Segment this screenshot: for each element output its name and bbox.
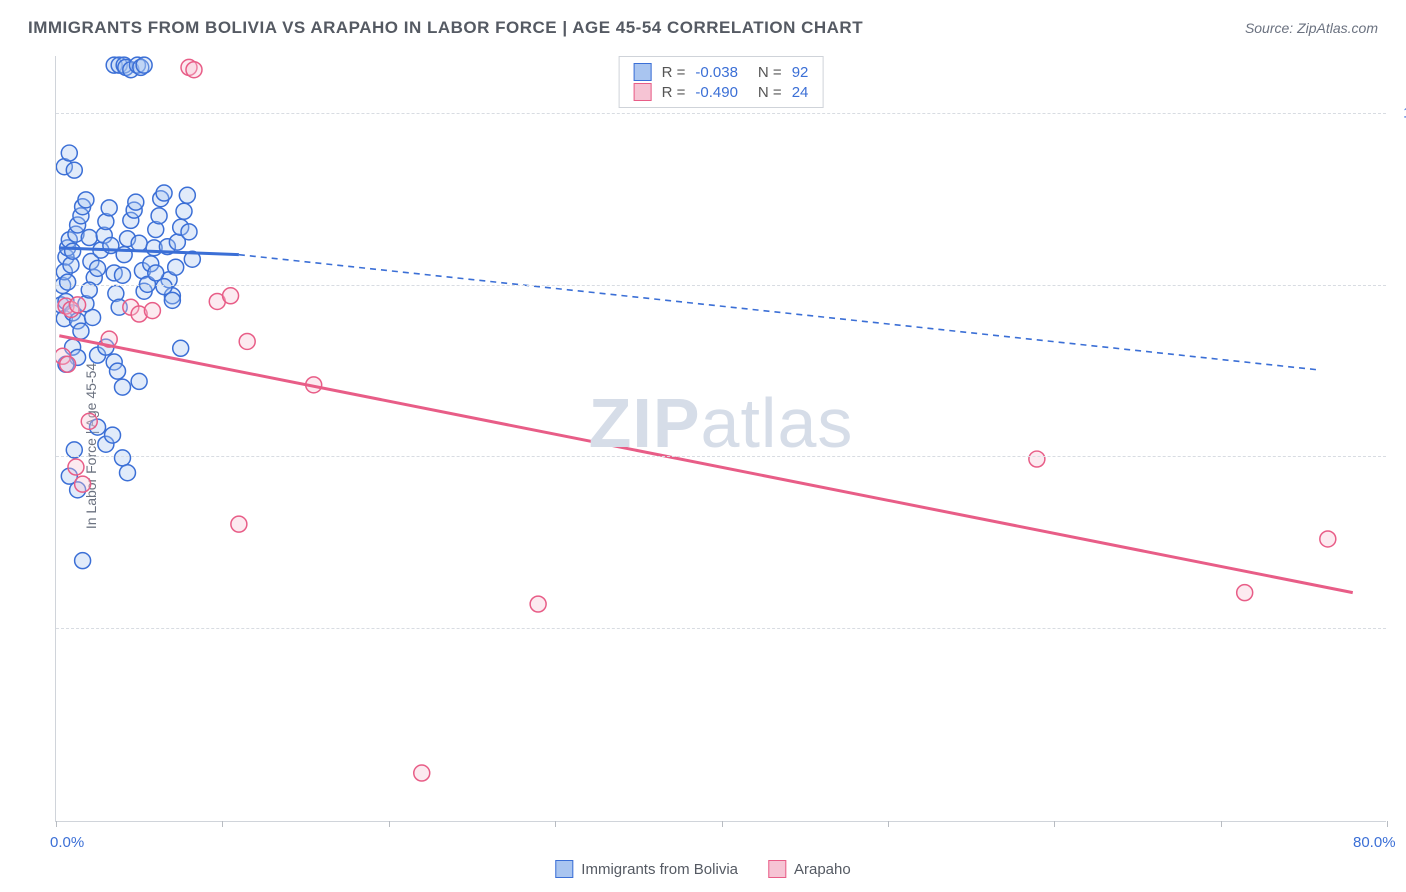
source-attribution: Source: ZipAtlas.com: [1245, 20, 1378, 36]
x-tick: [389, 821, 390, 827]
x-tick: [1054, 821, 1055, 827]
data-point-arapaho: [1029, 451, 1045, 467]
data-point-bolivia: [61, 145, 77, 161]
series-legend: Immigrants from Bolivia Arapaho: [555, 860, 850, 878]
data-point-bolivia: [131, 235, 147, 251]
data-point-bolivia: [136, 57, 152, 73]
correlation-value: -0.490: [695, 84, 738, 101]
data-point-bolivia: [65, 243, 81, 259]
legend-swatch: [634, 83, 652, 101]
data-point-bolivia: [176, 203, 192, 219]
data-point-bolivia: [81, 230, 97, 246]
data-point-arapaho: [75, 476, 91, 492]
chart-svg: [56, 56, 1386, 821]
gridline: [56, 113, 1386, 114]
x-tick-label: 0.0%: [50, 834, 84, 851]
gridline: [56, 628, 1386, 629]
legend-item-bolivia: Immigrants from Bolivia: [555, 860, 738, 878]
x-tick: [1387, 821, 1388, 827]
data-point-bolivia: [115, 379, 131, 395]
x-tick: [56, 821, 57, 827]
x-tick: [1221, 821, 1222, 827]
x-tick: [722, 821, 723, 827]
data-point-bolivia: [115, 450, 131, 466]
data-point-bolivia: [179, 187, 195, 203]
chart-plot-area: R = -0.038N = 92R = -0.490N = 24 ZIPatla…: [55, 56, 1386, 822]
data-point-bolivia: [105, 427, 121, 443]
data-point-bolivia: [85, 309, 101, 325]
legend-swatch: [768, 860, 786, 878]
gridline: [56, 456, 1386, 457]
data-point-bolivia: [168, 259, 184, 275]
data-point-arapaho: [223, 288, 239, 304]
chart-title: IMMIGRANTS FROM BOLIVIA VS ARAPAHO IN LA…: [28, 18, 863, 38]
data-point-bolivia: [110, 363, 126, 379]
data-point-arapaho: [1237, 585, 1253, 601]
correlation-legend: R = -0.038 N = 92 R = -0.490 N = 24: [619, 56, 824, 108]
data-point-bolivia: [164, 292, 180, 308]
data-point-bolivia: [151, 208, 167, 224]
data-point-arapaho: [68, 459, 84, 475]
legend-row-arapaho: R = -0.490 N = 24: [634, 83, 809, 101]
data-point-arapaho: [81, 413, 97, 429]
data-point-bolivia: [75, 553, 91, 569]
data-point-bolivia: [101, 200, 117, 216]
data-point-bolivia: [66, 162, 82, 178]
data-point-bolivia: [128, 194, 144, 210]
trendline-dash-bolivia: [239, 255, 1320, 370]
data-point-arapaho: [70, 297, 86, 313]
data-point-bolivia: [181, 224, 197, 240]
sample-size-value: 92: [792, 64, 809, 81]
data-point-arapaho: [530, 596, 546, 612]
data-point-arapaho: [239, 333, 255, 349]
data-point-bolivia: [173, 340, 189, 356]
correlation-value: -0.038: [695, 64, 738, 81]
data-point-bolivia: [156, 185, 172, 201]
x-tick-label: 80.0%: [1353, 834, 1396, 851]
stat-label: N =: [758, 64, 782, 81]
legend-label: Arapaho: [794, 861, 851, 878]
data-point-arapaho: [414, 765, 430, 781]
trendline-arapaho: [59, 336, 1352, 593]
legend-item-arapaho: Arapaho: [768, 860, 851, 878]
data-point-bolivia: [131, 373, 147, 389]
x-tick: [555, 821, 556, 827]
stat-label: N =: [758, 84, 782, 101]
stat-label: R =: [662, 84, 686, 101]
gridline: [56, 285, 1386, 286]
legend-label: Immigrants from Bolivia: [581, 861, 738, 878]
data-point-bolivia: [78, 192, 94, 208]
data-point-bolivia: [90, 260, 106, 276]
legend-swatch: [634, 63, 652, 81]
legend-swatch: [555, 860, 573, 878]
data-point-bolivia: [73, 323, 89, 339]
data-point-bolivia: [115, 267, 131, 283]
data-point-arapaho: [186, 62, 202, 78]
sample-size-value: 24: [792, 84, 809, 101]
stat-label: R =: [662, 64, 686, 81]
data-point-arapaho: [60, 356, 76, 372]
data-point-arapaho: [144, 303, 160, 319]
data-point-arapaho: [231, 516, 247, 532]
data-point-bolivia: [60, 274, 76, 290]
x-tick: [222, 821, 223, 827]
data-point-bolivia: [119, 465, 135, 481]
legend-row-bolivia: R = -0.038 N = 92: [634, 63, 809, 81]
data-point-arapaho: [1320, 531, 1336, 547]
x-tick: [888, 821, 889, 827]
